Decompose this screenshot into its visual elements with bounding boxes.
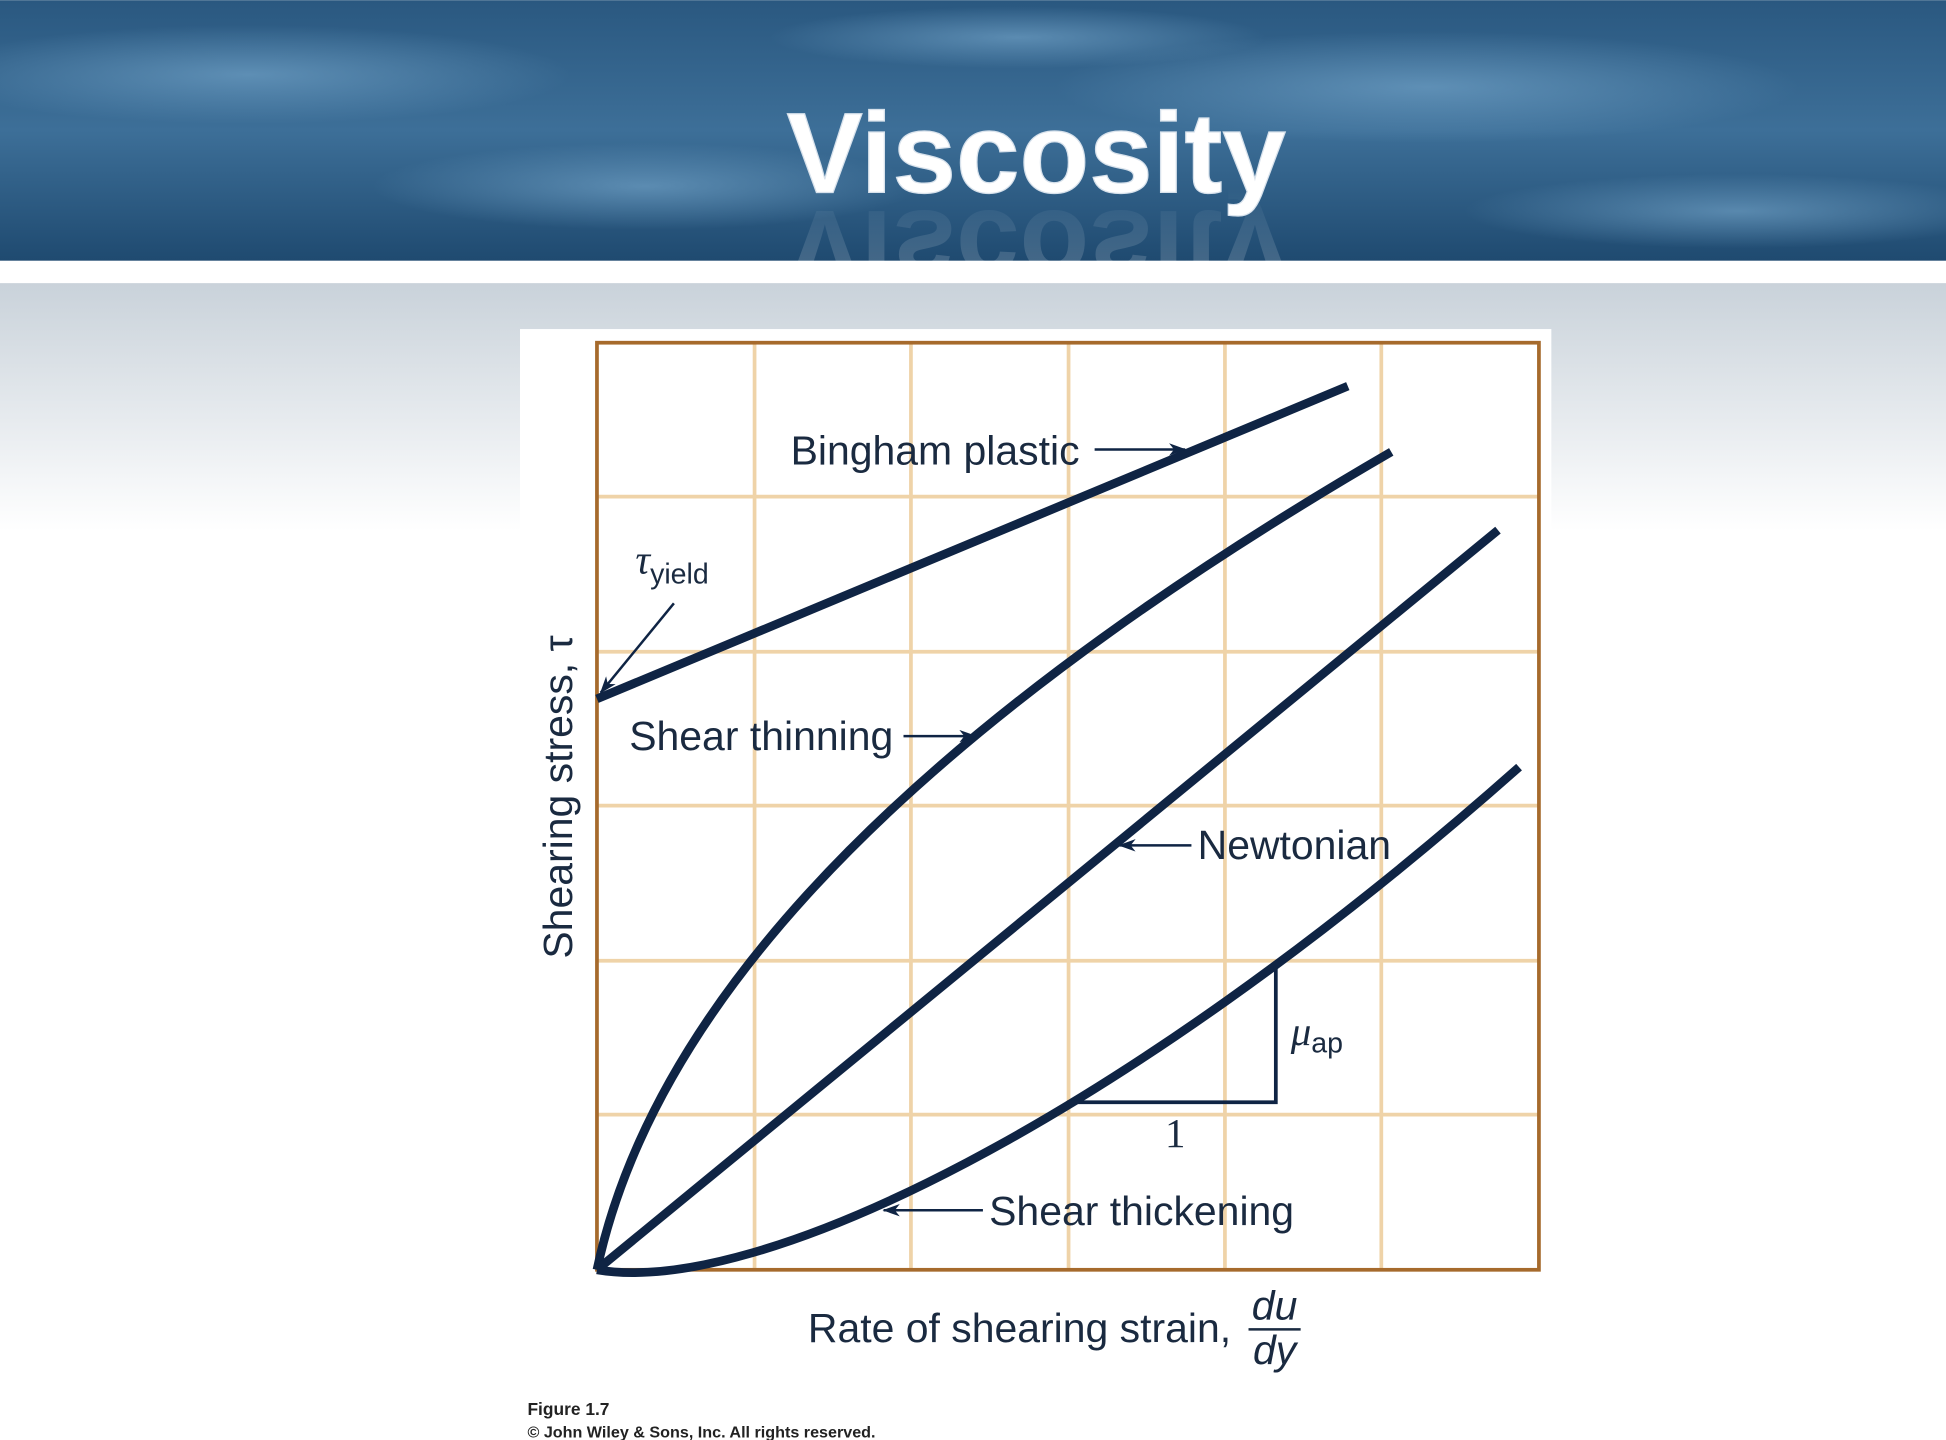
shear-thickening-curve: [596, 763, 1522, 1277]
shear-thinning-curve: [592, 448, 1394, 1271]
plot-frame: [595, 340, 1541, 1272]
tau-subscript: yield: [650, 558, 709, 590]
caption-figure: Figure 1.7: [527, 1399, 609, 1419]
slope-triangle: [1067, 965, 1278, 1105]
x-axis-label: Rate of shearing strain,: [808, 1305, 1231, 1351]
curves: [592, 382, 1522, 1277]
grid: [596, 342, 1539, 1270]
mu-subscript: ap: [1311, 1028, 1343, 1060]
x-axis-denominator: dy: [1253, 1327, 1299, 1373]
arrows: [599, 443, 1192, 1217]
label-shear-thinning: Shear thinning: [629, 713, 893, 759]
label-bingham: Bingham plastic: [791, 427, 1080, 473]
bingham-curve: [595, 382, 1350, 703]
label-tau-yield: τyield: [635, 538, 708, 591]
newtonian-curve: [594, 526, 1501, 1274]
label-mu-ap: μap: [1290, 1009, 1343, 1059]
header: Viscosity Viscosity: [0, 0, 1946, 532]
label-slope-run: 1: [1165, 1111, 1185, 1156]
mu-symbol: μ: [1290, 1009, 1312, 1054]
tau-symbol: τ: [635, 538, 651, 583]
caption-copyright: © John Wiley & Sons, Inc. All rights res…: [527, 1423, 875, 1440]
slide-title: Viscosity: [787, 91, 1286, 218]
x-axis-numerator: du: [1252, 1282, 1298, 1328]
label-shear-thickening: Shear thickening: [989, 1188, 1294, 1234]
label-newtonian: Newtonian: [1198, 822, 1391, 868]
y-axis-label: Shearing stress, τ: [535, 635, 581, 958]
